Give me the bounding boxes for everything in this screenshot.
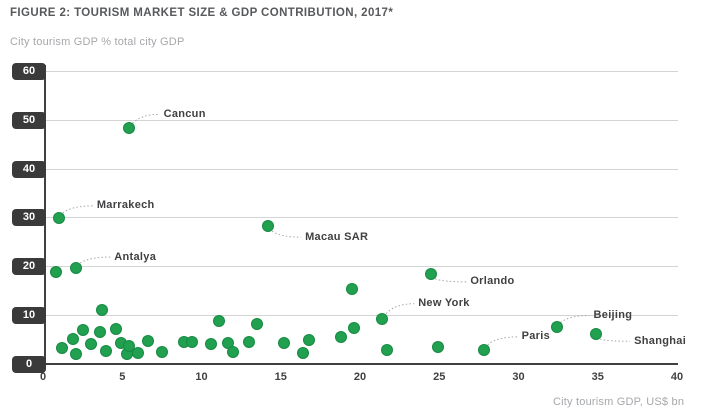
data-point (296, 346, 309, 359)
x-tick-label-20: 20 (353, 371, 367, 383)
city-label-cancun: Cancun (163, 107, 206, 120)
data-point-cancun (122, 122, 135, 135)
data-point (67, 332, 80, 345)
leader-line (80, 256, 111, 264)
data-point (109, 322, 122, 335)
data-point (303, 333, 316, 346)
y-axis-badge-20: 20 (12, 258, 46, 276)
data-point (49, 265, 62, 278)
city-label-shanghai: Shanghai (634, 334, 687, 347)
data-point (205, 338, 217, 351)
data-point (380, 343, 393, 356)
leader-line (132, 113, 160, 124)
x-tick-label-15: 15 (274, 371, 287, 383)
data-point-new-york (376, 312, 389, 325)
city-label-beijing: Beijing (593, 308, 633, 321)
y-axis-badge-60: 60 (12, 63, 46, 81)
gridline-y-40 (46, 168, 678, 170)
figure-title: FIGURE 2: TOURISM MARKET SIZE & GDP CONT… (10, 7, 393, 19)
data-point (141, 334, 154, 347)
leader-line (487, 336, 518, 346)
data-point-antalya (70, 262, 83, 275)
y-axis-title: City tourism GDP % total city GDP (10, 36, 185, 48)
data-point (334, 330, 347, 343)
data-point (227, 346, 240, 359)
data-point-beijing (550, 321, 563, 334)
figure-number-label: FIGURE 2: (10, 7, 71, 19)
data-point (250, 317, 263, 330)
x-tick-label-0: 0 (39, 371, 47, 383)
city-label-new-york: New York (418, 297, 470, 310)
x-tick-label-25: 25 (433, 371, 446, 383)
data-point (212, 314, 225, 327)
gridline-y-50 (46, 120, 678, 121)
leader-line (62, 205, 93, 214)
data-point (346, 282, 359, 295)
data-point (431, 340, 444, 353)
data-point (347, 322, 360, 335)
data-point-paris (477, 343, 490, 356)
leader-line (560, 314, 590, 323)
figure-title-text: TOURISM MARKET SIZE & GDP CONTRIBUTION, … (70, 7, 394, 19)
gridline-y-10 (46, 314, 678, 316)
data-point (76, 324, 89, 337)
city-label-orlando: Orlando (470, 275, 515, 288)
x-tick-label-10: 10 (195, 371, 208, 383)
y-axis-badge-0: 0 (12, 355, 46, 373)
leader-line (435, 278, 467, 283)
data-point (100, 345, 113, 358)
data-point (95, 304, 108, 317)
data-point-shanghai (590, 328, 603, 341)
data-point (243, 336, 256, 349)
y-axis-badge-50: 50 (12, 112, 46, 129)
leader-line (271, 230, 302, 238)
x-tick-label-40: 40 (670, 371, 684, 383)
city-label-macau-sar: Macau SAR (305, 230, 369, 243)
data-point (277, 336, 290, 349)
leader-line (385, 303, 415, 315)
x-axis-line (44, 362, 678, 365)
data-point-marrakech (52, 211, 65, 224)
y-axis-badge-30: 30 (12, 209, 46, 227)
data-point (56, 341, 69, 354)
y-axis-badge-10: 10 (12, 306, 46, 324)
city-label-marrakech: Marrakech (96, 199, 155, 212)
gridline-y-20 (46, 266, 678, 268)
data-point (94, 325, 107, 338)
x-axis-title: City tourism GDP, US$ bn (553, 396, 685, 408)
x-tick-label-5: 5 (119, 371, 126, 383)
leader-line (600, 338, 631, 342)
data-point (70, 347, 83, 360)
city-label-antalya: Antalya (114, 250, 157, 263)
x-tick-label-35: 35 (591, 371, 604, 383)
data-point (132, 346, 145, 359)
gridline-y-60 (46, 71, 678, 73)
data-point (84, 338, 97, 351)
gridline-y-30 (46, 217, 678, 219)
data-point-macau-sar (262, 220, 275, 233)
y-axis-badge-40: 40 (12, 160, 46, 178)
city-label-paris: Paris (521, 330, 551, 343)
data-point (155, 345, 168, 358)
data-point (122, 339, 135, 352)
x-tick-label-30: 30 (512, 371, 525, 383)
data-point (185, 335, 198, 348)
data-point-orlando (425, 267, 438, 280)
